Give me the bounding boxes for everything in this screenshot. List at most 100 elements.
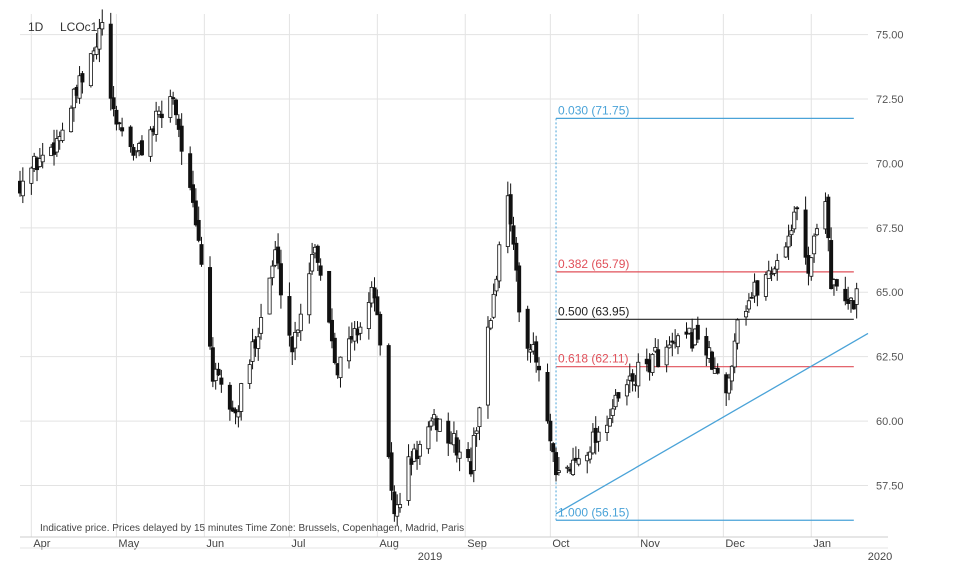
candle-body xyxy=(710,351,715,370)
candle-body xyxy=(610,408,615,416)
candle-body xyxy=(814,228,819,236)
candle-body xyxy=(454,437,459,456)
candle-body xyxy=(763,274,768,297)
candle-body xyxy=(270,265,275,279)
candle-body xyxy=(664,346,669,366)
candle-body xyxy=(846,299,851,304)
y-tick-label: 62.50 xyxy=(876,352,904,364)
candle-body xyxy=(494,278,499,292)
candle-body xyxy=(446,420,451,444)
candle-body xyxy=(77,75,82,99)
candle-body xyxy=(826,196,831,239)
candle-body xyxy=(755,280,760,296)
candle-body xyxy=(565,466,570,469)
candle-body xyxy=(69,107,74,133)
candle-body xyxy=(256,336,261,349)
candle-body xyxy=(809,257,814,277)
y-tick-label: 70.00 xyxy=(876,158,904,170)
candle-body xyxy=(386,345,391,458)
candle-body xyxy=(208,267,213,347)
y-tick-label: 75.00 xyxy=(876,30,904,42)
candle-body xyxy=(199,244,204,265)
candle-body xyxy=(457,451,462,459)
candle-body xyxy=(219,377,224,385)
candle-body xyxy=(327,270,332,323)
candle-body xyxy=(332,337,337,363)
candle-body xyxy=(551,443,556,453)
candle-body xyxy=(267,277,272,315)
candle-body xyxy=(517,265,522,313)
candle-body xyxy=(576,458,581,465)
trendline[interactable] xyxy=(555,332,869,515)
candle-body xyxy=(196,219,201,241)
candle-body xyxy=(154,110,159,135)
candle-body xyxy=(295,329,300,334)
candle-body xyxy=(389,452,394,491)
candle-body xyxy=(188,153,193,188)
candle-body xyxy=(695,324,700,340)
candle-body xyxy=(812,235,817,255)
year-label-2020: 2020 xyxy=(868,551,892,563)
candle-body xyxy=(491,293,496,318)
candle-body xyxy=(437,418,442,432)
candle-body xyxy=(358,326,363,334)
candlestick-series xyxy=(17,9,859,526)
x-tick-label: Jul xyxy=(291,538,305,550)
y-tick-label: 65.00 xyxy=(876,287,904,299)
candle-body xyxy=(259,317,264,334)
candle-body xyxy=(88,53,93,87)
candle-body xyxy=(630,373,635,382)
candle-body xyxy=(545,372,550,422)
x-tick-label: Dec xyxy=(725,538,745,550)
candle-body xyxy=(71,88,76,109)
candle-body xyxy=(803,209,808,258)
candle-body xyxy=(315,245,320,263)
x-tick-label: Nov xyxy=(640,538,660,550)
y-tick-label: 57.50 xyxy=(876,480,904,492)
y-tick-label: 60.00 xyxy=(876,416,904,428)
x-tick-label: Apr xyxy=(33,538,50,550)
x-tick-label: Aug xyxy=(379,538,399,550)
candle-body xyxy=(247,364,252,384)
candle-body xyxy=(854,288,859,305)
candle-body xyxy=(148,129,153,157)
y-tick-label: 72.50 xyxy=(876,94,904,106)
x-tick-label: May xyxy=(118,538,139,550)
candle-body xyxy=(139,140,144,156)
candle-body xyxy=(111,97,116,110)
candle-body xyxy=(675,335,680,348)
candle-body xyxy=(179,125,184,152)
candle-body xyxy=(54,138,59,153)
candle-body xyxy=(596,431,601,442)
candle-body xyxy=(168,96,173,118)
candle-body xyxy=(670,340,675,343)
y-tick-label: 67.50 xyxy=(876,223,904,235)
candle-body xyxy=(650,353,655,373)
candle-body xyxy=(298,313,303,332)
candle-body xyxy=(792,211,797,230)
candle-body xyxy=(775,260,780,270)
candle-body xyxy=(471,435,476,471)
candle-body xyxy=(250,341,255,362)
candle-body xyxy=(392,491,397,515)
candle-body xyxy=(287,296,292,336)
candle-body xyxy=(120,127,125,132)
candle-body xyxy=(514,242,519,271)
candle-body xyxy=(511,225,516,245)
candle-body xyxy=(432,414,437,420)
candle-body xyxy=(588,451,593,460)
candle-body xyxy=(795,207,800,210)
candle-body xyxy=(114,109,119,125)
candle-body xyxy=(191,184,196,203)
candle-body xyxy=(537,365,542,371)
fib-level-label: 0.618 (62.11) xyxy=(558,352,629,366)
candle-body xyxy=(366,302,371,330)
candle-body xyxy=(375,296,380,316)
candle-body xyxy=(338,356,343,379)
interval-label[interactable]: 1D xyxy=(28,20,44,34)
x-tick-label: Jan xyxy=(813,538,831,550)
candle-body xyxy=(735,319,740,344)
fibonacci-retracement[interactable]: 0.030 (71.75) 0.382 (65.79) 0.500 (63.95) 0… xyxy=(555,103,854,521)
candle-body xyxy=(346,338,351,362)
